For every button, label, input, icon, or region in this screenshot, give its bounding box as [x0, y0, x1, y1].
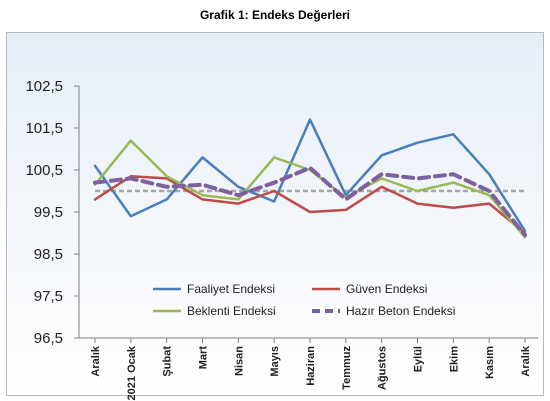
x-tick-label: Ağustos	[377, 346, 389, 390]
y-tick-label: 97,5	[34, 288, 63, 305]
y-tick-label: 96,5	[34, 330, 63, 347]
series-line-4	[93, 165, 527, 238]
chart-title: Grafik 1: Endeks Değerleri	[199, 8, 351, 22]
series-line-1	[93, 118, 527, 233]
chart-frame	[6, 32, 544, 396]
x-tick-label: Kasım	[484, 346, 496, 379]
legend-label-4: Hazır Beton Endeksi	[346, 304, 455, 318]
legend-label-3: Beklenti Endeksi	[187, 304, 276, 318]
y-tick-label: 101,5	[25, 120, 63, 137]
y-tick-label: 99,5	[34, 204, 63, 221]
x-tick-label: Eylül	[413, 346, 425, 372]
y-tick-label: 98,5	[34, 246, 63, 263]
x-tick-label: Ekim	[448, 346, 460, 373]
y-tick-label: 100,5	[25, 162, 63, 179]
x-tick-label: Aralık	[520, 345, 532, 376]
legend-label-1: Faaliyet Endeksi	[187, 282, 275, 296]
legend-label-2: Güven Endeksi	[346, 282, 427, 296]
x-tick-label: Temmuz	[341, 346, 353, 390]
y-tick-label: 102,5	[25, 78, 63, 95]
x-tick-label: Mart	[198, 346, 210, 370]
x-tick-label: Mayıs	[269, 346, 281, 377]
x-tick-label: 2021 Ocak	[126, 345, 138, 400]
x-tick-label: Nisan	[233, 346, 245, 376]
x-tick-label: Şubat	[162, 346, 174, 377]
series-line-2	[93, 175, 527, 235]
x-tick-label: Haziran	[305, 346, 317, 386]
series-line-3	[93, 139, 527, 239]
x-tick-label: Aralık	[90, 345, 102, 376]
